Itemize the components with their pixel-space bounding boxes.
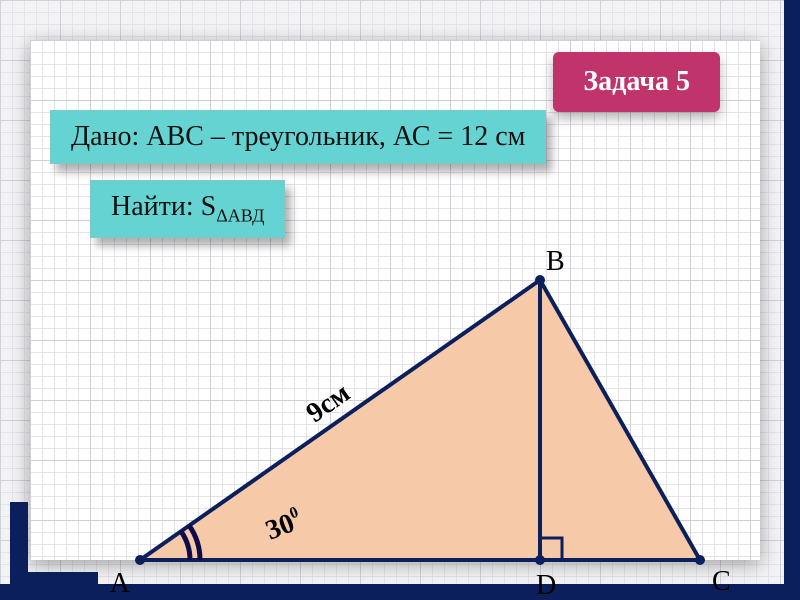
vertex-c-dot [695,555,705,565]
stage: Задача 5 Дано: АВС – треугольник, АС = 1… [0,0,800,600]
find-prefix: Найти: S [111,191,216,222]
content-card: Задача 5 Дано: АВС – треугольник, АС = 1… [30,40,760,560]
task-badge: Задача 5 [553,52,720,112]
corner-notch-icon [10,502,98,590]
find-subscript: ΔАВД [216,206,264,226]
given-box: Дано: АВС – треугольник, АС = 12 см [50,110,546,164]
label-d: D [536,570,556,600]
find-box: Найти: SΔАВД [90,180,285,238]
triangle-abc [140,280,700,560]
vertex-a-dot [135,555,145,565]
label-a: A [110,568,131,599]
label-b: B [546,246,565,277]
triangle-figure: A B C D 9см 300 [80,240,780,600]
vertex-b-dot [535,275,545,285]
vertex-d-dot [535,555,545,565]
label-c: C [712,566,731,597]
